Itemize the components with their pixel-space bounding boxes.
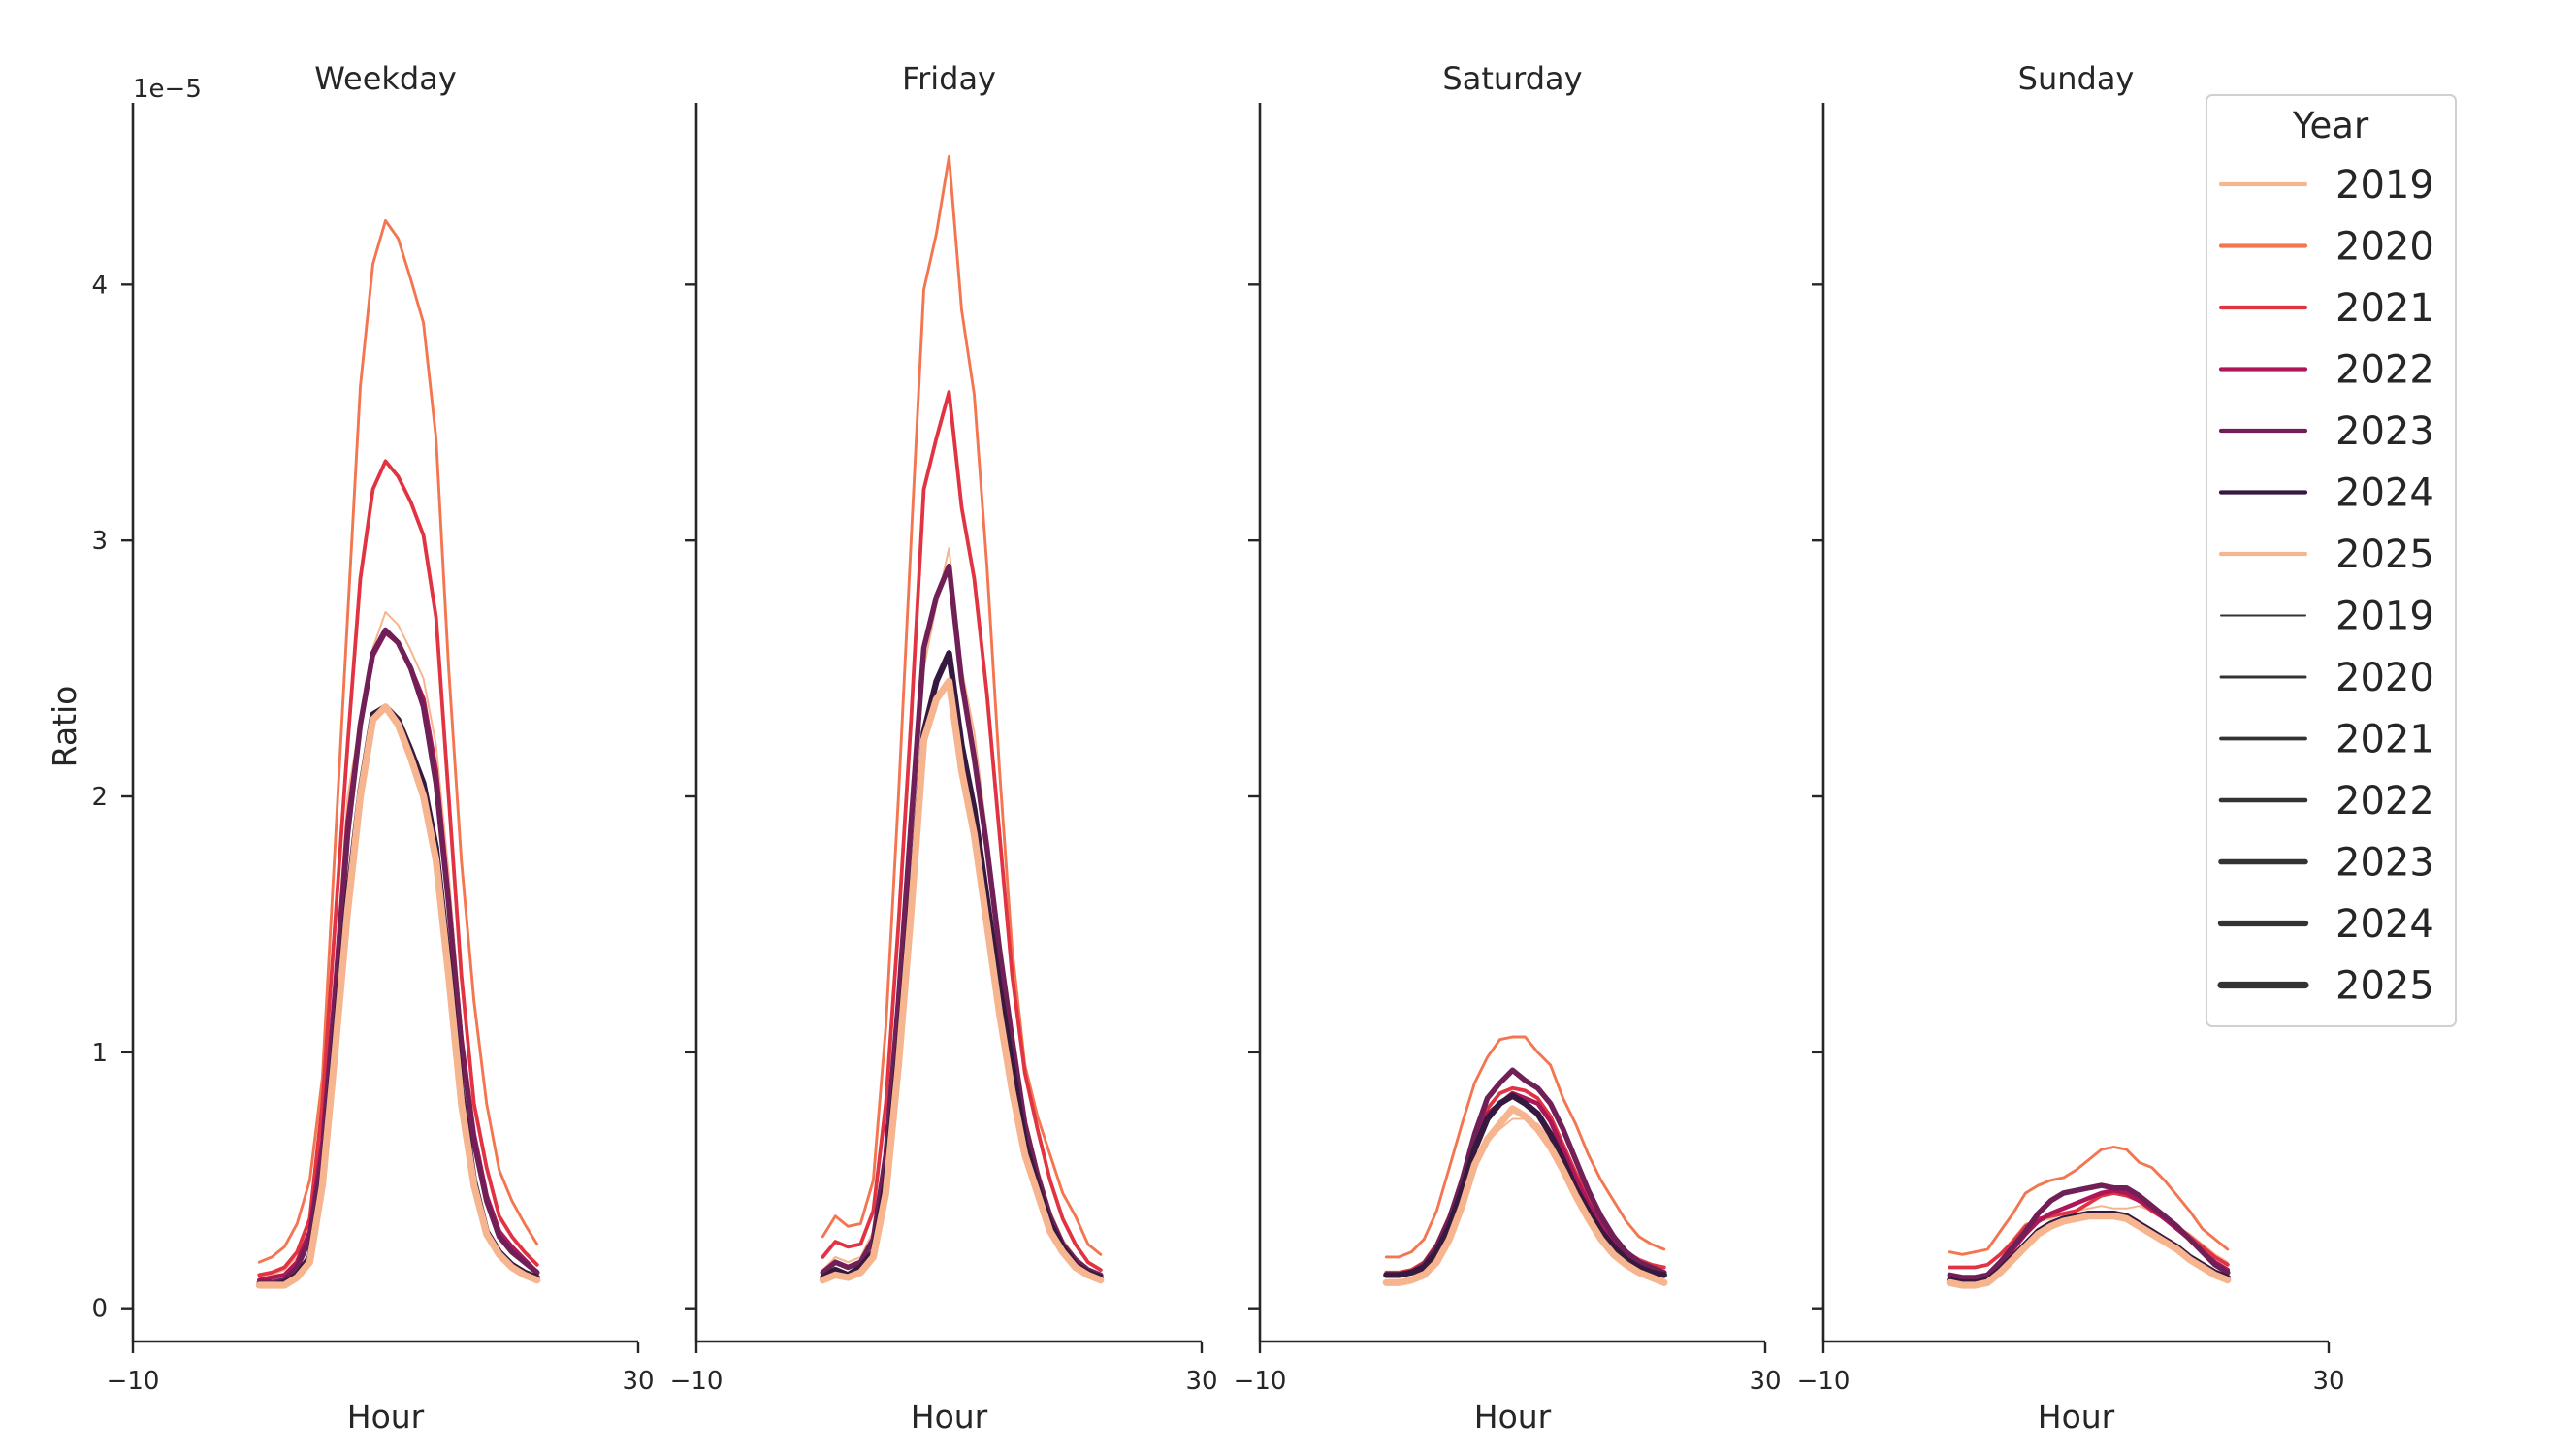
- legend-color-entry: 2019: [2218, 163, 2434, 208]
- series-line-2025: [819, 677, 1105, 1284]
- legend-label: 2025: [2335, 533, 2434, 577]
- panel-title: Friday: [902, 60, 996, 97]
- y-tick-label: 1: [91, 1039, 108, 1068]
- legend-width-entry: 2024: [2217, 902, 2434, 947]
- legend-width-entry: 2023: [2218, 841, 2434, 886]
- legend-width-entry: 2025: [2217, 964, 2434, 1009]
- legend-label: 2022: [2335, 779, 2434, 824]
- x-tick-label: −10: [1234, 1367, 1287, 1396]
- legend-color-entry: 2024: [2218, 471, 2434, 516]
- legend-color-entry: 2022: [2218, 348, 2434, 393]
- legend-label: 2019: [2335, 163, 2434, 208]
- x-tick-label: −10: [107, 1367, 160, 1396]
- series-line-2020: [821, 154, 1103, 1256]
- legend-color-entry: 2021: [2218, 286, 2434, 331]
- x-tick-label: 30: [622, 1367, 654, 1396]
- series-line-2021: [821, 390, 1103, 1272]
- panel-saturday: Saturday −10 30 Hour: [1234, 60, 1782, 1436]
- y-tick-label: 4: [91, 271, 108, 300]
- x-tick-label: 30: [2312, 1367, 2344, 1396]
- legend-label: 2023: [2335, 841, 2434, 886]
- legend-label: 2020: [2335, 225, 2434, 270]
- series-line-2019: [821, 547, 1102, 1277]
- y-axis-label: Ratio: [46, 686, 83, 768]
- x-axis-label: Hour: [911, 1398, 988, 1436]
- legend-width-entry: 2020: [2219, 656, 2434, 700]
- panel-friday: Friday −10 30 Hour: [670, 60, 1218, 1436]
- legend-width-entry: 2019: [2220, 595, 2434, 639]
- legend-label: 2020: [2335, 656, 2434, 700]
- legend-label: 2025: [2335, 964, 2434, 1009]
- legend-label: 2024: [2335, 902, 2434, 947]
- series-line-2019: [258, 611, 538, 1278]
- legend-label: 2022: [2335, 348, 2434, 393]
- legend-title: Year: [2292, 105, 2369, 146]
- series-line-2023: [1947, 1182, 2231, 1280]
- legend-color-entry: 2020: [2218, 225, 2434, 270]
- legend-label: 2021: [2335, 718, 2434, 762]
- y-tick-label: 0: [91, 1295, 108, 1324]
- series-line-2020: [257, 218, 539, 1264]
- panel-title: Saturday: [1442, 60, 1582, 97]
- series-line-2025: [1382, 1105, 1668, 1286]
- x-axis-label: Hour: [1474, 1398, 1552, 1436]
- legend-label: 2024: [2335, 471, 2434, 516]
- legend-label: 2021: [2335, 286, 2434, 331]
- panel-title: Sunday: [2018, 60, 2135, 97]
- legend-frame: [2206, 94, 2457, 1027]
- x-tick-label: −10: [1797, 1367, 1851, 1396]
- panel-weekday: Weekday 0 1 2 3 4 −10 30 Hour: [91, 60, 654, 1436]
- panel-sunday: Sunday −10 30 Hour: [1797, 60, 2345, 1436]
- series-line-2023: [256, 627, 540, 1286]
- x-tick-label: 30: [1749, 1367, 1781, 1396]
- legend-width-entry: 2021: [2219, 718, 2434, 762]
- x-axis-label: Hour: [2038, 1398, 2115, 1436]
- y-tick-label: 3: [91, 527, 108, 556]
- series-line-2020: [1948, 1146, 2230, 1256]
- series-line-2023: [820, 563, 1104, 1278]
- x-axis-label: Hour: [347, 1398, 425, 1436]
- series-line-2020: [1384, 1035, 1666, 1259]
- y-offset-label: 1e−5: [133, 75, 202, 104]
- panel-title: Weekday: [314, 60, 457, 97]
- legend-label: 2023: [2335, 409, 2434, 454]
- series-line-2025: [1946, 1212, 2232, 1289]
- legend-width-entry: 2022: [2218, 779, 2434, 824]
- legend-label: 2019: [2335, 595, 2434, 639]
- x-tick-label: 30: [1185, 1367, 1217, 1396]
- x-tick-label: −10: [670, 1367, 724, 1396]
- series-line-2025: [255, 703, 541, 1289]
- legend-color-entry: 2023: [2218, 409, 2434, 454]
- y-tick-label: 2: [91, 783, 108, 812]
- legend-color-entry: 2025: [2218, 533, 2434, 577]
- series-line-2024: [1383, 1092, 1667, 1278]
- series-line-2021: [257, 459, 539, 1277]
- legend: Year 2019 2020 2021 2022 2023 2024 2025 2019 202…: [2206, 94, 2457, 1027]
